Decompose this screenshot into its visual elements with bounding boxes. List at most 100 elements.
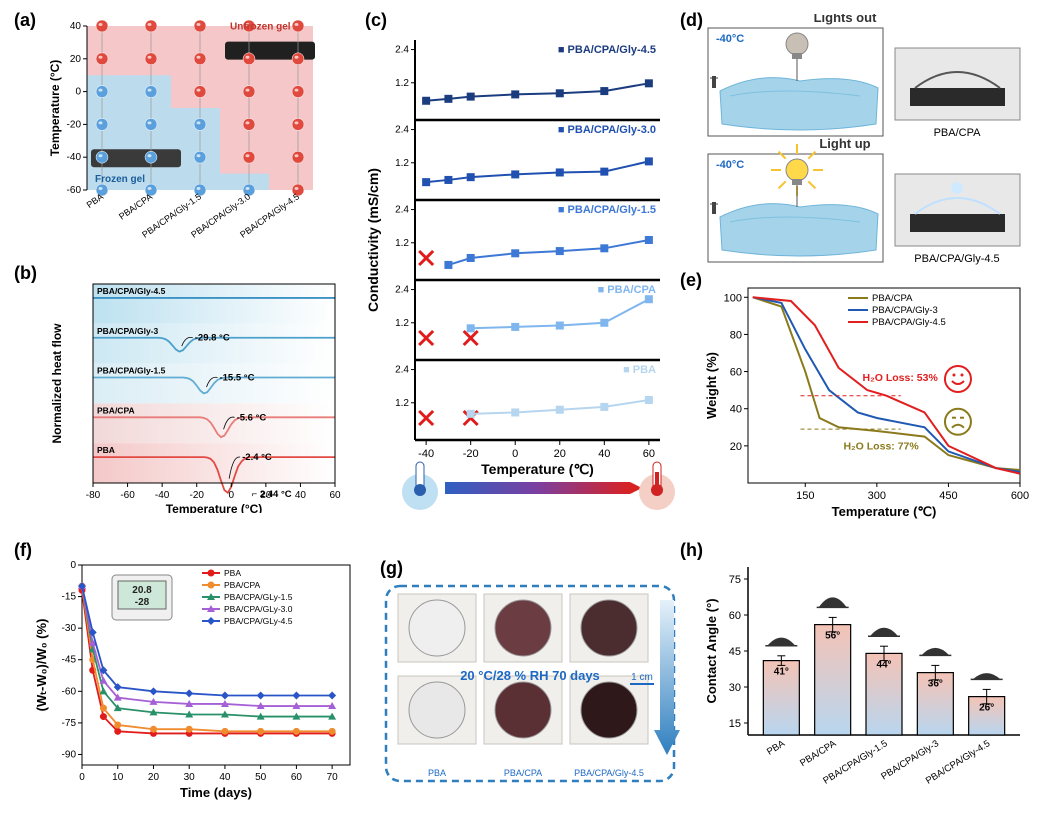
svg-text:20: 20 <box>554 448 566 460</box>
svg-text:PBA/CPA/GLy-1.5: PBA/CPA/GLy-1.5 <box>224 592 293 602</box>
svg-text:-2.4 °C: -2.4 °C <box>242 452 272 463</box>
svg-text:-60: -60 <box>62 686 77 697</box>
svg-text:PBA/CPA: PBA/CPA <box>117 191 154 221</box>
svg-text:PBA/CPA/Gly-3: PBA/CPA/Gly-3 <box>872 305 938 316</box>
panel-b: PBA/CPA/Gly-4.5PBA/CPA/Gly-3-29.8 °CPBA/… <box>45 278 345 513</box>
svg-text:(Wₜ-W₀)/W₀ (%): (Wₜ-W₀)/W₀ (%) <box>34 619 49 712</box>
panel-c: 1.2 2.4 ■ PBA/CPA/Gly-4.5 1.2 2.4 ■ PBA/CPA/G… <box>360 30 680 555</box>
svg-text:H₂O Loss: 53%: H₂O Loss: 53% <box>863 372 939 384</box>
svg-text:-60: -60 <box>120 490 135 501</box>
svg-text:-40°C: -40°C <box>716 33 744 45</box>
svg-text:PBA/CPA/Gly-4.5: PBA/CPA/Gly-4.5 <box>872 317 946 328</box>
svg-text:Temperature (℃): Temperature (℃) <box>832 504 937 519</box>
svg-text:70: 70 <box>327 772 339 783</box>
svg-text:PBA: PBA <box>765 738 788 758</box>
svg-text:60: 60 <box>730 367 742 379</box>
svg-text:-29.8 °C: -29.8 °C <box>195 333 230 344</box>
svg-text:Temperature (°C): Temperature (°C) <box>48 60 62 157</box>
svg-text:-40°C: -40°C <box>716 159 744 171</box>
svg-text:PBA/CPA/Gly-4.5: PBA/CPA/Gly-4.5 <box>97 286 166 296</box>
svg-text:PBA/CPA/GLy-3.0: PBA/CPA/GLy-3.0 <box>224 604 293 614</box>
svg-text:-40: -40 <box>67 152 82 163</box>
svg-text:-30: -30 <box>62 623 77 634</box>
svg-text:26°: 26° <box>979 703 994 714</box>
svg-text:-40: -40 <box>418 448 434 460</box>
svg-text:60: 60 <box>291 772 303 783</box>
svg-text:45: 45 <box>729 646 741 658</box>
svg-text:20: 20 <box>148 772 160 783</box>
svg-text:60: 60 <box>729 610 741 622</box>
svg-text:2.4: 2.4 <box>395 125 409 136</box>
svg-text:0: 0 <box>512 448 518 460</box>
svg-text:300: 300 <box>868 490 886 502</box>
svg-text:-60: -60 <box>67 185 82 196</box>
svg-text:PBA/CPA: PBA/CPA <box>872 293 913 304</box>
svg-text:40: 40 <box>598 448 610 460</box>
svg-text:PBA/CPA/Gly-4.5: PBA/CPA/Gly-4.5 <box>574 768 644 778</box>
svg-text:■ PBA/CPA/Gly-3.0: ■ PBA/CPA/Gly-3.0 <box>558 124 656 136</box>
svg-text:PBA/CPA: PBA/CPA <box>504 768 542 778</box>
svg-text:40: 40 <box>70 21 82 32</box>
svg-text:75: 75 <box>729 574 741 586</box>
svg-text:-15: -15 <box>62 592 77 603</box>
svg-text:41°: 41° <box>774 667 789 678</box>
panel-f: 010203040506070-90-75-60-45-30-150PBAPBA… <box>30 555 360 800</box>
svg-text:40: 40 <box>295 490 307 501</box>
svg-text:0: 0 <box>70 560 76 571</box>
svg-text:40: 40 <box>219 772 231 783</box>
label-c: (c) <box>365 10 387 31</box>
svg-text:56°: 56° <box>825 631 840 642</box>
svg-text:1 cm: 1 cm <box>631 672 653 683</box>
svg-text:0: 0 <box>75 87 81 98</box>
svg-text:1.2: 1.2 <box>395 78 409 89</box>
svg-text:60: 60 <box>329 490 341 501</box>
svg-text:Unfrozen gel: Unfrozen gel <box>230 21 291 32</box>
svg-text:■ PBA/CPA: ■ PBA/CPA <box>598 284 656 296</box>
svg-text:Light up: Light up <box>819 136 870 151</box>
svg-text:-45: -45 <box>62 655 77 666</box>
label-a: (a) <box>14 10 36 31</box>
svg-text:-20: -20 <box>463 448 479 460</box>
label-g: (g) <box>380 558 403 579</box>
svg-text:PBA/CPA: PBA/CPA <box>224 580 261 590</box>
svg-text:-20: -20 <box>67 119 82 130</box>
svg-text:600: 600 <box>1011 490 1029 502</box>
svg-text:2.4: 2.4 <box>395 365 409 376</box>
svg-text:2.4: 2.4 <box>395 45 409 56</box>
svg-text:Temperature (℃): Temperature (℃) <box>481 461 594 477</box>
svg-text:2.4: 2.4 <box>395 285 409 296</box>
label-b: (b) <box>14 263 37 284</box>
svg-text:20.8: 20.8 <box>132 585 152 596</box>
label-e: (e) <box>680 270 702 291</box>
svg-text:1.2: 1.2 <box>395 158 409 169</box>
svg-text:PBA/CPA: PBA/CPA <box>798 738 839 769</box>
svg-text:PBA/CPA/GLy-4.5: PBA/CPA/GLy-4.5 <box>224 616 293 626</box>
svg-text:PBA/CPA: PBA/CPA <box>97 405 135 415</box>
svg-text:0: 0 <box>79 772 85 783</box>
svg-text:-5.6 °C: -5.6 °C <box>237 412 267 423</box>
svg-text:0: 0 <box>229 490 235 501</box>
svg-text:H₂O Loss: 77%: H₂O Loss: 77% <box>843 441 919 453</box>
svg-text:60: 60 <box>643 448 655 460</box>
svg-text:■ PBA: ■ PBA <box>623 364 656 376</box>
svg-text:PBA/CPA/Gly-4.5: PBA/CPA/Gly-4.5 <box>914 253 999 265</box>
svg-text:-28: -28 <box>135 597 150 608</box>
svg-text:Conductivity (mS/cm): Conductivity (mS/cm) <box>365 168 381 312</box>
svg-text:1.2: 1.2 <box>395 398 409 409</box>
svg-text:-40: -40 <box>155 490 170 501</box>
svg-text:10: 10 <box>112 772 124 783</box>
svg-text:-20: -20 <box>189 490 204 501</box>
panel-h: 153045607541°PBA56°PBA/CPA44°PBA/CPA/Gly… <box>700 555 1030 805</box>
svg-text:-75: -75 <box>62 718 77 729</box>
svg-text:50: 50 <box>255 772 267 783</box>
svg-text:150: 150 <box>796 490 814 502</box>
svg-text:PBA/CPA: PBA/CPA <box>934 127 982 139</box>
svg-text:2.4: 2.4 <box>395 205 409 216</box>
svg-text:Frozen gel: Frozen gel <box>95 174 145 185</box>
svg-text:■ PBA/CPA/Gly-4.5: ■ PBA/CPA/Gly-4.5 <box>558 44 656 56</box>
svg-text:20: 20 <box>70 54 82 65</box>
svg-text:15: 15 <box>729 718 741 730</box>
svg-text:20: 20 <box>260 490 272 501</box>
svg-text:PBA/CPA/Gly-1.5: PBA/CPA/Gly-1.5 <box>97 366 166 376</box>
panel-a: -60 -40 -20 0 20 40 Temperature (°C) Frozen gel… <box>45 18 325 243</box>
